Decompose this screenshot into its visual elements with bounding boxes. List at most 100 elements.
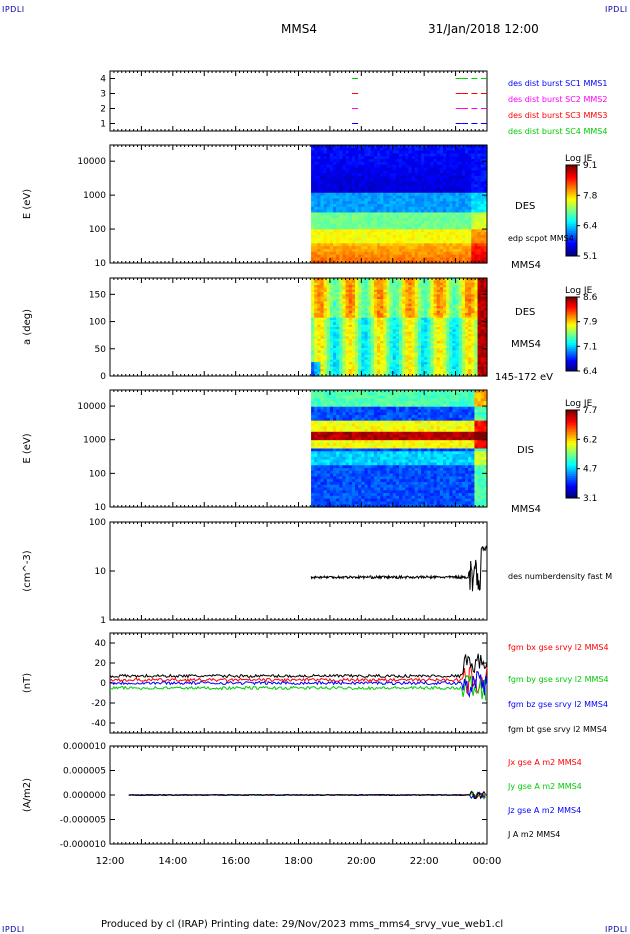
des-pitch-spectrogram-cell (317, 299, 322, 302)
des-pitch-spectrogram-cell (314, 338, 318, 342)
des-pitch-spectrogram-cell (311, 303, 315, 307)
des-energy-spectrogram-cell (443, 240, 447, 244)
des-pitch-spectrogram-cell (421, 355, 425, 358)
des-energy-spectrogram-cell (439, 170, 444, 174)
des-pitch-spectrogram-cell (333, 282, 337, 286)
des-energy-spectrogram-cell (326, 198, 331, 202)
des-pitch-spectrogram-cell (377, 301, 381, 305)
des-energy-spectrogram-cell (449, 178, 454, 183)
des-pitch-spectrogram-cell (465, 310, 469, 314)
des-energy-spectrogram-cell (430, 206, 435, 211)
des-pitch-spectrogram-cell (339, 327, 344, 330)
des-pitch-spectrogram-cell (455, 292, 460, 295)
des-pitch-spectrogram-cell (358, 299, 362, 302)
des-pitch-spectrogram-cell (468, 278, 472, 281)
des-pitch-spectrogram-cell (446, 338, 450, 342)
des-energy-spectrogram-cell (392, 218, 397, 222)
des-energy-spectrogram-cell (436, 206, 441, 211)
des-energy-spectrogram-cell (443, 248, 447, 253)
des-energy-spectrogram-cell (468, 150, 472, 155)
des-energy-spectrogram-cell (408, 184, 413, 188)
des-energy-spectrogram-cell (474, 187, 479, 191)
des-pitch-spectrogram-cell (399, 334, 403, 337)
des-energy-spectrogram-cell (326, 220, 331, 225)
des-energy-spectrogram-cell (417, 170, 422, 174)
des-pitch-spectrogram-cell (439, 296, 444, 300)
des-energy-spectrogram-cell (355, 201, 359, 205)
des-pitch-spectrogram-cell (468, 287, 472, 291)
des-energy-spectrogram-cell (436, 184, 441, 188)
des-pitch-spectrogram-cell (314, 334, 318, 337)
des-pitch-spectrogram-cell (311, 357, 315, 361)
des-pitch-spectrogram-cell (329, 296, 334, 300)
des-pitch-spectrogram-cell (395, 327, 400, 330)
des-pitch-spectrogram-cell (370, 306, 375, 309)
des-energy-spectrogram-cell (439, 153, 444, 157)
des-pitch-spectrogram-cell (367, 308, 372, 312)
des-pitch-spectrogram-cell (408, 371, 413, 375)
des-energy-spectrogram-cell (336, 147, 340, 152)
des-energy-spectrogram-cell (345, 189, 350, 194)
des-pitch-spectrogram-cell (373, 362, 378, 365)
des-pitch-spectrogram-cell (389, 308, 394, 312)
des-energy-spectrogram-cell (329, 153, 334, 157)
des-energy-spectrogram-cell (380, 147, 384, 152)
des-energy-spectrogram-cell (411, 201, 416, 205)
des-pitch-spectrogram-cell (458, 366, 463, 370)
des-energy-spectrogram-cell (351, 232, 356, 236)
des-energy-spectrogram-cell (471, 159, 476, 163)
des-energy-spectrogram-cell (436, 260, 441, 264)
des-energy-spectrogram-cell (483, 192, 488, 197)
des-energy-spectrogram-cell (380, 195, 384, 199)
des-pitch-spectrogram-cell (361, 373, 366, 377)
des-pitch-spectrogram-cell (461, 357, 466, 361)
des-energy-spectrogram-cell (474, 209, 479, 214)
des-pitch-spectrogram-cell (348, 343, 353, 347)
availability-tick-label: 2 (100, 105, 106, 115)
des-pitch-spectrogram-cell (414, 292, 419, 295)
availability-tick-label: 4 (100, 75, 106, 85)
des-pitch-spectrogram-cell (433, 350, 438, 354)
des-energy-spectrogram-cell (439, 215, 444, 219)
des-energy-spectrogram-cell (377, 164, 381, 169)
des-energy-spectrogram-cell (367, 175, 372, 180)
des-energy-spectrogram-cell (377, 240, 381, 244)
des-pitch-spectrogram-cell (402, 327, 406, 330)
des-pitch-spectrogram-cell (465, 369, 469, 372)
des-pitch-spectrogram-cell (314, 329, 318, 333)
des-energy-spectrogram-cell (351, 229, 356, 233)
des-energy-spectrogram-cell (458, 181, 463, 185)
des-energy-spectrogram-cell (446, 175, 450, 180)
des-energy-spectrogram-cell (439, 161, 444, 166)
des-energy-spectrogram-cell (377, 153, 381, 157)
des-pitch-spectrogram-cell (411, 355, 416, 358)
des-pitch-spectrogram-cell (370, 301, 375, 305)
des-pitch-spectrogram-cell (402, 357, 406, 361)
des-pitch-spectrogram-cell (336, 355, 340, 358)
des-pitch-spectrogram-cell (373, 348, 378, 351)
des-energy-spectrogram-cell (342, 145, 347, 149)
des-energy-spectrogram-cell (465, 237, 469, 242)
des-pitch-spectrogram-cell (436, 371, 441, 375)
des-energy-spectrogram-cell (348, 170, 353, 174)
des-pitch-spectrogram-cell (351, 338, 356, 342)
des-energy-spectrogram-cell (399, 178, 403, 183)
des-energy-spectrogram-cell (355, 234, 359, 239)
des-energy-spectrogram-cell (433, 218, 438, 222)
des-pitch-spectrogram-cell (436, 317, 441, 321)
des-energy-spectrogram-cell (458, 173, 463, 177)
des-pitch-spectrogram-cell (395, 278, 400, 281)
des-energy-spectrogram-cell (367, 209, 372, 214)
des-energy-spectrogram-cell (377, 209, 381, 214)
des-energy-spectrogram-cell (452, 145, 457, 149)
des-energy-spectrogram-cell (449, 248, 454, 253)
des-pitch-spectrogram-cell (370, 331, 375, 335)
des-energy-spectrogram-cell (417, 159, 422, 163)
des-pitch-spectrogram-cell (333, 345, 337, 349)
des-pitch-spectrogram-cell (367, 336, 372, 340)
des-energy-spectrogram-cell (380, 145, 384, 149)
des-pitch-spectrogram-cell (433, 352, 438, 356)
des-energy-spectrogram-cell (405, 246, 410, 250)
des-energy-spectrogram-cell (424, 223, 428, 228)
des-pitch-spectrogram-cell (395, 306, 400, 309)
